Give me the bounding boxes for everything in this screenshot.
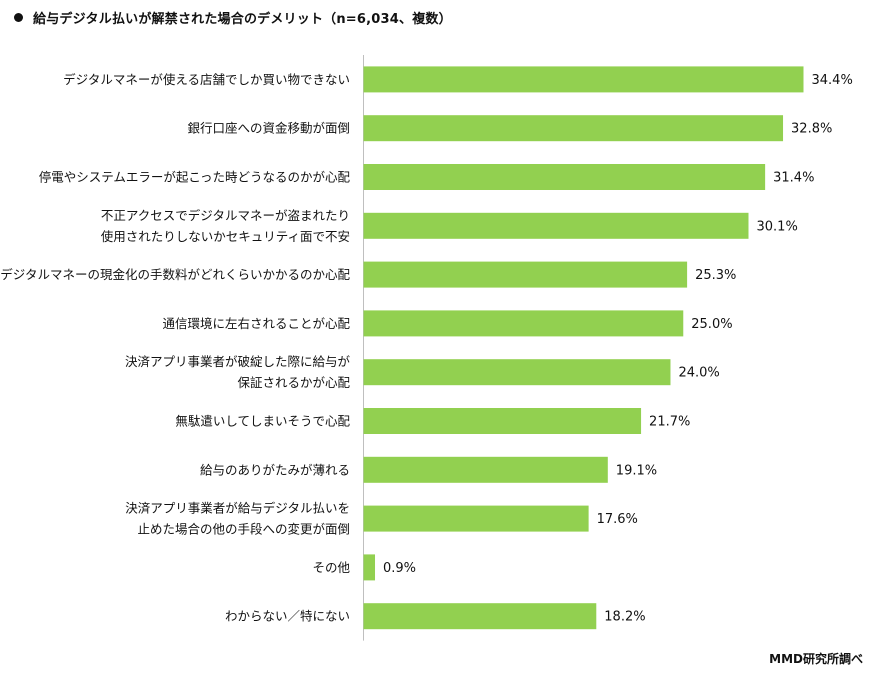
bar [363,212,749,239]
category-label: 通信環境に左右されることが心配 [162,316,350,331]
category-label: 止めた場合の他の手段への変更が面倒 [137,522,350,537]
data-label: 25.0% [691,317,732,332]
category-label: 保証されるかが心配 [237,375,350,390]
data-label: 30.1% [757,219,798,234]
category-label: 不正アクセスでデジタルマネーが盗まれたり [101,208,350,223]
bar [363,603,597,630]
category-label: デジタルマネーが使える店舗でしか買い物できない [63,72,350,87]
chart-title-text: 給与デジタル払いが解禁された場合のデメリット（n=6,034、複数） [33,12,452,27]
category-label: 銀行口座への資金移動が面倒 [187,121,350,136]
data-label: 34.4% [812,73,853,88]
data-label: 18.2% [604,610,645,625]
category-label: わからない／特にない [225,609,350,624]
bar [363,359,671,386]
bar [363,164,766,190]
bar [363,261,688,288]
bar [363,505,589,532]
bar [363,456,608,483]
bar [363,554,376,581]
category-label: 使用されたりしないかセキュリティ面で不安 [101,229,350,244]
data-label: 32.8% [791,122,832,137]
category-label: デジタルマネーの現金化の手数料がどれくらいかかるのか心配 [0,267,350,282]
data-label: 31.4% [773,171,814,186]
category-label: 給与のありがたみが薄れる [200,462,350,477]
data-label: 17.6% [597,512,638,527]
data-label: 0.9% [383,561,416,576]
bar [363,115,784,142]
category-label: 停電やシステムエラーが起こった時どうなるのかが心配 [39,170,351,185]
category-label: その他 [312,560,350,575]
chart-title: 給与デジタル払いが解禁された場合のデメリット（n=6,034、複数） [14,8,452,27]
category-label: 無駄遣いしてしまいそうで心配 [175,414,350,429]
data-label: 19.1% [616,463,657,478]
bullet-icon [14,13,23,22]
bar [363,408,642,434]
category-label: 決済アプリ事業者が破綻した際に給与が [125,354,351,369]
bar [363,310,684,337]
bar [363,66,804,93]
category-label: 決済アプリ事業者が給与デジタル払いを [125,501,350,516]
data-label: 24.0% [678,366,719,381]
source-note: MMD研究所調べ [769,652,863,666]
data-label: 21.7% [649,415,690,430]
data-label: 25.3% [695,268,736,283]
